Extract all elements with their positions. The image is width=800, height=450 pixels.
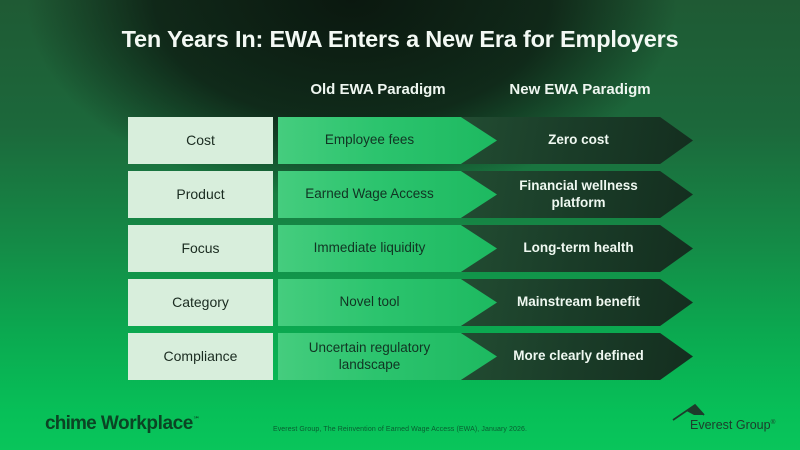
old-paradigm-cell: Immediate liquidity (278, 225, 497, 272)
new-paradigm-cell: Financial wellness platform (458, 171, 693, 218)
row-label: Compliance (128, 333, 273, 380)
row-label: Category (128, 279, 273, 326)
old-paradigm-cell: Employee fees (278, 117, 497, 164)
everest-wordmark: Everest Group® (690, 418, 775, 432)
new-paradigm-cell: Zero cost (458, 117, 693, 164)
comparison-table: Cost Employee fees Zero cost Product Ear… (0, 117, 800, 387)
row-label: Product (128, 171, 273, 218)
old-paradigm-cell: Uncertain regulatory landscape (278, 333, 497, 380)
row-label: Focus (128, 225, 273, 272)
table-row-compliance: Compliance Uncertain regulatory landscap… (0, 333, 800, 380)
column-header-new-paradigm: New EWA Paradigm (509, 81, 651, 98)
mountain-icon (672, 403, 705, 421)
new-paradigm-cell: Long-term health (458, 225, 693, 272)
row-label: Cost (128, 117, 273, 164)
source-footnote: Everest Group, The Reinvention of Earned… (272, 426, 528, 433)
chime-wordmark: chime (45, 413, 97, 434)
new-paradigm-cell: Mainstream benefit (458, 279, 693, 326)
old-paradigm-cell: Earned Wage Access (278, 171, 497, 218)
old-paradigm-cell: Novel tool (278, 279, 497, 326)
everest-name: Everest Group (690, 418, 771, 432)
table-row-cost: Cost Employee fees Zero cost (0, 117, 800, 164)
new-paradigm-cell: More clearly defined (458, 333, 693, 380)
table-row-focus: Focus Immediate liquidity Long-term heal… (0, 225, 800, 272)
table-row-product: Product Earned Wage Access Financial wel… (0, 171, 800, 218)
column-header-old-paradigm: Old EWA Paradigm (310, 81, 446, 98)
service-mark: ℠ (192, 416, 200, 424)
table-row-category: Category Novel tool Mainstream benefit (0, 279, 800, 326)
chime-workplace-logo: chime Workplace℠ (45, 413, 200, 435)
workplace-wordmark: Workplace (100, 413, 194, 434)
page-title: Ten Years In: EWA Enters a New Era for E… (121, 26, 679, 52)
registered-mark: ® (770, 418, 776, 426)
everest-group-logo: Everest Group® (672, 402, 778, 440)
